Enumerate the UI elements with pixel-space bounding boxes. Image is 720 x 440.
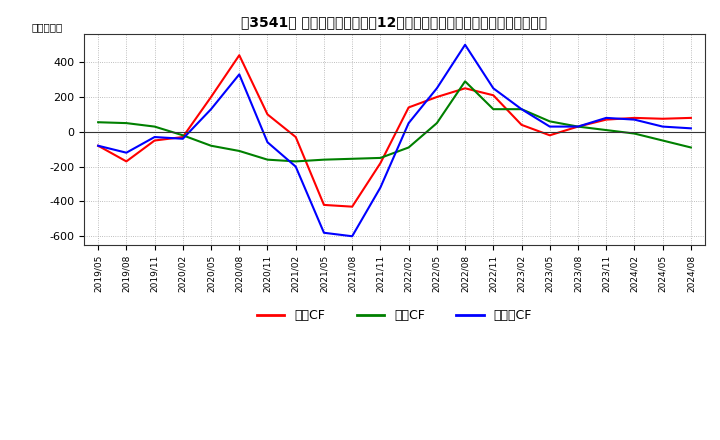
フリーCF	[376, 185, 384, 190]
営業CF	[574, 124, 582, 129]
営業CF	[602, 117, 611, 122]
フリーCF	[630, 117, 639, 122]
営業CF	[405, 105, 413, 110]
営業CF	[687, 115, 696, 121]
フリーCF	[207, 106, 215, 112]
営業CF	[517, 122, 526, 128]
投資CF	[517, 106, 526, 112]
営業CF	[348, 204, 356, 209]
Legend: 営業CF, 投資CF, フリーCF: 営業CF, 投資CF, フリーCF	[252, 304, 537, 327]
投資CF	[658, 138, 667, 143]
営業CF	[376, 161, 384, 166]
投資CF	[405, 145, 413, 150]
営業CF	[630, 115, 639, 121]
投資CF	[320, 157, 328, 162]
投資CF	[292, 159, 300, 164]
フリーCF	[602, 115, 611, 121]
営業CF	[292, 134, 300, 139]
投資CF	[179, 132, 187, 138]
フリーCF	[687, 126, 696, 131]
フリーCF	[264, 139, 272, 145]
投資CF	[630, 131, 639, 136]
営業CF	[461, 86, 469, 91]
フリーCF	[405, 121, 413, 126]
営業CF	[94, 143, 102, 148]
Line: 投資CF: 投資CF	[98, 81, 691, 161]
投資CF	[687, 145, 696, 150]
フリーCF	[461, 42, 469, 48]
投資CF	[94, 120, 102, 125]
Text: （百万円）: （百万円）	[31, 22, 63, 32]
フリーCF	[658, 124, 667, 129]
営業CF	[179, 134, 187, 139]
投資CF	[461, 79, 469, 84]
投資CF	[574, 124, 582, 129]
フリーCF	[433, 86, 441, 91]
営業CF	[546, 132, 554, 138]
営業CF	[235, 53, 243, 58]
Line: フリーCF: フリーCF	[98, 45, 691, 236]
営業CF	[433, 94, 441, 99]
営業CF	[122, 159, 131, 164]
Title: 【3541】 キャッシュフローの12か月移動合計の対前年同期増減額の推移: 【3541】 キャッシュフローの12か月移動合計の対前年同期増減額の推移	[241, 15, 548, 29]
フリーCF	[574, 124, 582, 129]
フリーCF	[292, 164, 300, 169]
フリーCF	[348, 234, 356, 239]
投資CF	[376, 155, 384, 161]
営業CF	[489, 92, 498, 98]
フリーCF	[320, 230, 328, 235]
フリーCF	[150, 134, 159, 139]
投資CF	[489, 106, 498, 112]
営業CF	[207, 94, 215, 99]
フリーCF	[179, 136, 187, 141]
営業CF	[658, 116, 667, 121]
投資CF	[348, 156, 356, 161]
フリーCF	[489, 86, 498, 91]
営業CF	[264, 112, 272, 117]
投資CF	[122, 121, 131, 126]
投資CF	[207, 143, 215, 148]
投資CF	[546, 119, 554, 124]
投資CF	[602, 128, 611, 133]
フリーCF	[235, 72, 243, 77]
投資CF	[433, 121, 441, 126]
フリーCF	[94, 143, 102, 148]
Line: 営業CF: 営業CF	[98, 55, 691, 207]
投資CF	[150, 124, 159, 129]
営業CF	[150, 138, 159, 143]
営業CF	[320, 202, 328, 208]
投資CF	[264, 157, 272, 162]
フリーCF	[546, 124, 554, 129]
投資CF	[235, 148, 243, 154]
フリーCF	[517, 106, 526, 112]
フリーCF	[122, 150, 131, 155]
